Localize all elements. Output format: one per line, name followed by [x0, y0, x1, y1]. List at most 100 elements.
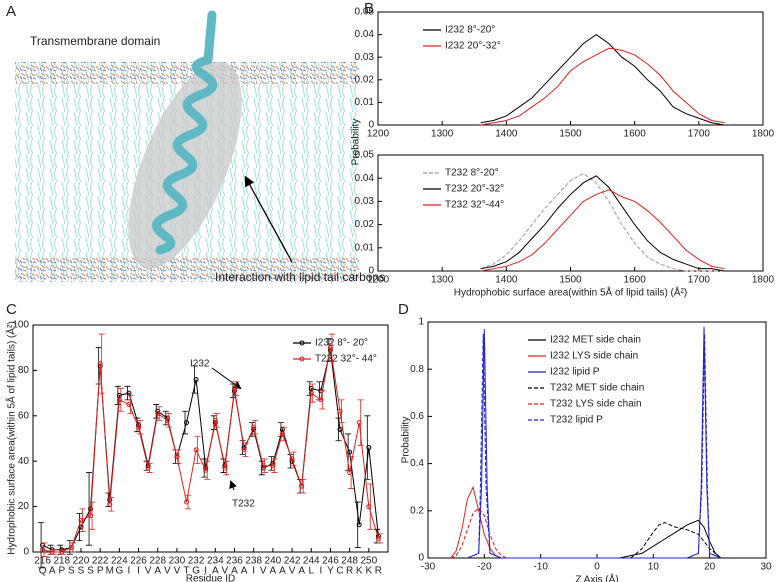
residue-label: C [336, 566, 343, 577]
data-point [145, 465, 151, 471]
legend-label: T232 lipid P [550, 415, 603, 426]
data-point [78, 517, 84, 523]
x-tick-label: 1800 [752, 129, 775, 140]
x-tick-label: 216 [34, 556, 51, 567]
data-point [116, 392, 122, 398]
y-tick-label: 0 [368, 266, 374, 277]
data-point [174, 454, 180, 460]
residue-label: M [106, 566, 114, 577]
error-bar [38, 522, 45, 569]
error-bar [98, 333, 105, 394]
x-axis-label: Hydrophobic surface area(within 5Å of li… [454, 286, 687, 299]
series-line [630, 522, 722, 559]
residue-label: I [252, 566, 255, 577]
x-tick-label: 244 [303, 556, 320, 567]
data-point [251, 424, 257, 430]
x-tick-label: 1800 [752, 275, 775, 286]
residue-label: I [137, 566, 140, 577]
data-point [222, 465, 228, 471]
data-point [68, 544, 74, 550]
error-bar [76, 513, 83, 542]
legend-label: I232 LYS side chain [550, 351, 638, 362]
y-tick-label: 0 [418, 553, 424, 564]
series-line [480, 189, 725, 272]
series-line [42, 347, 379, 553]
data-point [49, 549, 55, 555]
y-tick-label: 100 [12, 320, 29, 331]
x-tick-label: 1400 [495, 129, 518, 140]
y-axis-label: Probability [401, 417, 412, 464]
error-bar [213, 413, 220, 428]
residue-label: K [356, 566, 363, 577]
data-point [279, 431, 285, 437]
y-tick-label: 0.04 [355, 29, 375, 40]
error-bar [357, 399, 364, 446]
error-bar [146, 463, 153, 473]
x-tick-label: 234 [207, 556, 224, 567]
data-point [337, 426, 343, 432]
data-point [203, 467, 209, 473]
data-point [107, 501, 113, 507]
annotation-arrow [229, 480, 237, 491]
data-point [337, 408, 343, 414]
x-tick-label: 238 [245, 556, 262, 567]
data-point [40, 547, 46, 553]
residue-label: V [145, 566, 152, 577]
legend-label: T232 32°-44° [445, 200, 504, 211]
residue-label: I [128, 566, 131, 577]
data-point [260, 463, 266, 469]
data-point [327, 345, 333, 351]
residue-label: A [279, 566, 286, 577]
error-bar [124, 385, 131, 401]
x-tick-label: 246 [322, 556, 339, 567]
y-axis-label: Probability [351, 119, 362, 166]
panel-label: B [364, 0, 374, 17]
y-tick-label: 40 [18, 456, 30, 467]
data-point [97, 361, 103, 367]
residue-label: L [308, 566, 314, 577]
x-tick-label: 1600 [624, 275, 647, 286]
y-tick-label: 0.01 [355, 242, 375, 253]
panel-label: C [6, 301, 17, 318]
data-point [347, 449, 353, 455]
y-tick-label: 0.03 [355, 196, 375, 207]
y-tick-label: 0.02 [355, 74, 375, 85]
residue-label: A [241, 566, 248, 577]
error-bar [309, 383, 316, 403]
y-tick-label: 20 [18, 501, 30, 512]
error-bar [232, 381, 239, 396]
data-point [164, 417, 170, 423]
x-tick-label: -30 [421, 562, 436, 573]
residue-label: V [222, 566, 229, 577]
data-point [366, 445, 372, 451]
legend-label: T232 32°- 44° [315, 354, 377, 365]
data-point [193, 376, 199, 382]
x-tick-label: 224 [111, 556, 128, 567]
y-tick-label: 0.04 [355, 173, 375, 184]
x-tick-label: 218 [53, 556, 70, 567]
x-tick-label: 1200 [367, 275, 390, 286]
residue-label: R [346, 566, 353, 577]
y-tick-label: 0.01 [355, 97, 375, 108]
data-point [241, 447, 247, 453]
y-tick-label: 80 [18, 365, 30, 376]
legend-label: I232 20°-32° [445, 41, 501, 52]
residue-label: G [192, 566, 200, 577]
data-point [308, 390, 314, 396]
image-annotation: Interaction with lipid tail carbons [215, 270, 385, 284]
y-tick-label: 0.03 [355, 52, 375, 63]
data-point [347, 470, 353, 476]
error-bar [194, 435, 201, 464]
legend-marker [299, 340, 305, 346]
residue-label: V [164, 566, 171, 577]
annotation: T232 [232, 499, 255, 510]
data-point [299, 483, 305, 489]
series-line [450, 485, 502, 559]
error-bar [376, 533, 383, 544]
residue-label: V [260, 566, 267, 577]
series-line [619, 519, 722, 559]
error-bar [261, 458, 268, 473]
panel-label: D [398, 301, 409, 318]
annotation-arrow [211, 367, 242, 390]
